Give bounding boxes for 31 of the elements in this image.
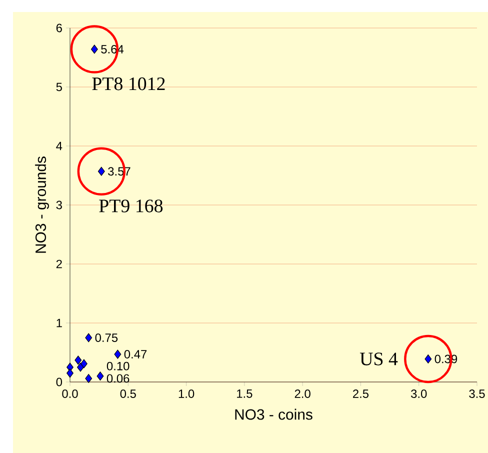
x-tick-label: 3.5 <box>469 390 485 398</box>
point <box>74 356 82 365</box>
y-tick-label: 1 <box>56 318 62 328</box>
x-axis-title: NO3 - coins <box>235 408 312 420</box>
y-tick-label: 4 <box>56 142 62 150</box>
y-tick-label: 0 <box>56 378 62 386</box>
point <box>96 372 104 381</box>
data-label: 0.75 <box>95 334 118 342</box>
annotation: PT8 1012 <box>92 77 165 90</box>
x-tick-label: 3.0 <box>411 390 427 398</box>
x-tick-label: 1.5 <box>237 390 252 398</box>
x-tick-label: 0.5 <box>120 390 136 398</box>
annotation: PT9 168 <box>99 200 163 212</box>
point <box>85 374 92 383</box>
data-label: 0.06 <box>106 374 130 383</box>
point <box>85 333 92 342</box>
x-tick-label: 1.0 <box>178 390 194 398</box>
y-tick-label: 3 <box>56 200 62 210</box>
point <box>114 350 122 359</box>
y-tick-label: 5 <box>56 82 62 92</box>
data-label: 0.10 <box>106 362 130 370</box>
point <box>80 359 88 368</box>
x-tick-label: 2.5 <box>353 390 369 398</box>
x-tick-label: 2.0 <box>294 390 310 398</box>
y-axis-title: NO3 - grounds <box>35 156 49 253</box>
y-tick-label: 2 <box>56 260 62 268</box>
data-label: 0.47 <box>124 350 147 358</box>
point <box>66 368 74 378</box>
x-tick-label: 0.0 <box>62 390 78 398</box>
annotation: US 4 <box>360 352 398 366</box>
y-tick-label: 6 <box>56 24 62 32</box>
